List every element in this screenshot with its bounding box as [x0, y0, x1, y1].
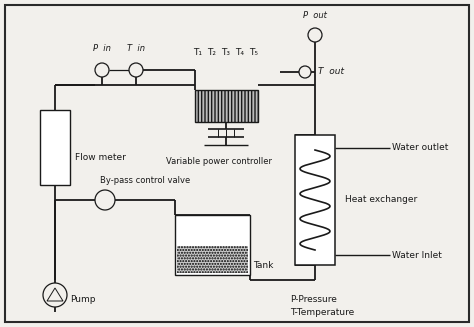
Circle shape	[129, 63, 143, 77]
Bar	[295, 135, 335, 265]
Bar	[175, 215, 250, 275]
Text: P  in: P in	[93, 44, 111, 53]
Text: T₁: T₁	[193, 48, 202, 57]
Circle shape	[43, 283, 67, 307]
Text: T-Temperature: T-Temperature	[290, 308, 354, 317]
Text: Water Inlet: Water Inlet	[392, 250, 442, 260]
Circle shape	[95, 190, 115, 210]
Circle shape	[299, 66, 311, 78]
Bar	[195, 90, 258, 122]
Text: T₃: T₃	[221, 48, 230, 57]
Text: Variable power controller: Variable power controller	[166, 157, 272, 166]
Text: P  out: P out	[303, 11, 327, 20]
Text: T₂: T₂	[208, 48, 217, 57]
Text: Water outlet: Water outlet	[392, 144, 448, 152]
Text: T  in: T in	[127, 44, 145, 53]
Text: T  out: T out	[318, 67, 344, 77]
Text: T₄: T₄	[236, 48, 245, 57]
Text: Tank: Tank	[253, 261, 273, 270]
Polygon shape	[47, 288, 63, 301]
Text: By-pass control valve: By-pass control valve	[100, 176, 190, 185]
Bar	[40, 110, 70, 185]
Circle shape	[95, 63, 109, 77]
Text: Pump: Pump	[70, 296, 95, 304]
Bar	[177, 246, 248, 273]
Text: P-Pressure: P-Pressure	[290, 295, 337, 304]
Text: Heat exchanger: Heat exchanger	[345, 196, 417, 204]
Text: T₅: T₅	[249, 48, 258, 57]
Text: Flow meter: Flow meter	[75, 153, 126, 162]
Circle shape	[308, 28, 322, 42]
